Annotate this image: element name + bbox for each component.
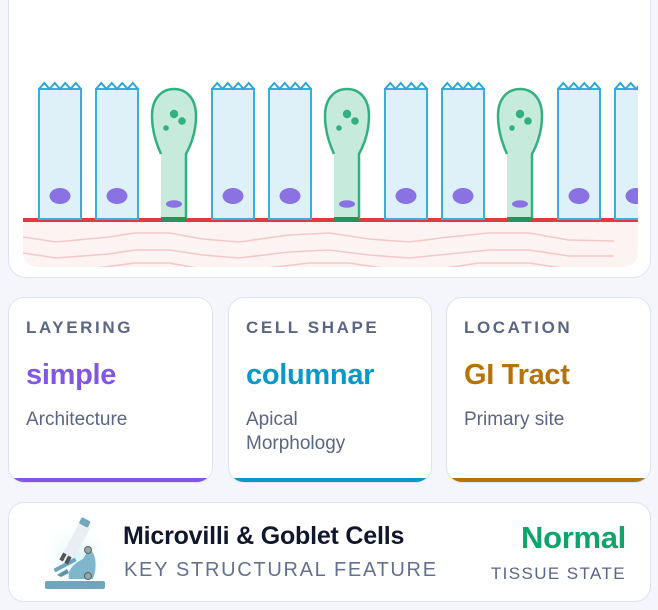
tissue-state-label: TISSUE STATE bbox=[490, 564, 626, 583]
tissue-state-value: Normal bbox=[520, 520, 626, 555]
nucleus bbox=[222, 188, 244, 204]
nucleus bbox=[279, 188, 301, 204]
cell-layer bbox=[38, 81, 638, 221]
nucleus bbox=[625, 188, 638, 204]
stat-subtitle: Architecture bbox=[26, 409, 128, 430]
mucin-granule bbox=[342, 109, 352, 119]
epithelium-illustration-card bbox=[8, 0, 651, 278]
feature-subtitle: KEY STRUCTURAL FEATURE bbox=[124, 559, 438, 581]
microvilli bbox=[384, 81, 428, 91]
mucin-granule bbox=[351, 117, 359, 125]
key-feature-card: Microvilli & Goblet Cells KEY STRUCTURAL… bbox=[8, 502, 651, 602]
mucin-granule bbox=[169, 109, 179, 119]
mucin-granule bbox=[524, 117, 532, 125]
nucleus bbox=[568, 188, 590, 204]
nucleus bbox=[395, 188, 417, 204]
stat-subtitle: Primary site bbox=[464, 409, 565, 430]
nucleus bbox=[106, 188, 128, 204]
mucin-granule bbox=[336, 125, 342, 131]
goblet-cell bbox=[323, 87, 371, 221]
connective-tissue bbox=[23, 219, 638, 267]
columnar-cell bbox=[557, 81, 601, 220]
feature-title: Microvilli & Goblet Cells bbox=[123, 522, 405, 550]
stat-subtitle-text: Apical Morphology bbox=[246, 409, 346, 454]
microvilli bbox=[557, 81, 601, 91]
stat-label: LAYERING bbox=[26, 318, 134, 337]
microvilli bbox=[38, 81, 82, 91]
microvilli bbox=[211, 81, 255, 91]
accent-bar bbox=[9, 478, 212, 482]
mucin-granule bbox=[509, 125, 515, 131]
microscope-icon bbox=[38, 517, 114, 595]
stat-card-location: LOCATION GI Tract Primary site bbox=[446, 297, 651, 483]
accent-bar bbox=[229, 478, 431, 482]
columnar-cell bbox=[268, 81, 312, 220]
microvilli bbox=[614, 81, 638, 91]
nucleus bbox=[452, 188, 474, 204]
stat-card-layering: LAYERING simple Architecture bbox=[8, 297, 213, 483]
mucin-granule bbox=[178, 117, 186, 125]
nucleus bbox=[49, 188, 71, 204]
nucleus bbox=[339, 200, 355, 208]
microvilli bbox=[441, 81, 485, 91]
microvilli bbox=[95, 81, 139, 91]
columnar-cell bbox=[441, 81, 485, 220]
stat-label: LOCATION bbox=[464, 318, 573, 337]
stat-value: GI Tract bbox=[464, 359, 570, 391]
goblet-cell bbox=[150, 87, 198, 221]
stat-value: simple bbox=[26, 359, 117, 391]
stat-value: columnar bbox=[246, 359, 375, 391]
columnar-cell bbox=[95, 81, 139, 220]
columnar-cell bbox=[38, 81, 82, 220]
columnar-cell bbox=[211, 81, 255, 220]
accent-bar bbox=[447, 478, 650, 482]
epithelium-diagram bbox=[23, 81, 638, 267]
stat-label: CELL SHAPE bbox=[246, 318, 380, 337]
nucleus bbox=[512, 200, 528, 208]
stat-subtitle: Apical Morphology bbox=[246, 408, 414, 456]
microvilli bbox=[268, 81, 312, 91]
nucleus bbox=[166, 200, 182, 208]
mucin-granule bbox=[515, 109, 525, 119]
goblet-cell bbox=[496, 87, 544, 221]
columnar-cell bbox=[384, 81, 428, 220]
basement-membrane bbox=[23, 218, 638, 222]
mucin-granule bbox=[163, 125, 169, 131]
stat-card-cell-shape: CELL SHAPE columnar Apical Morphology bbox=[228, 297, 432, 483]
columnar-cell bbox=[614, 81, 638, 220]
